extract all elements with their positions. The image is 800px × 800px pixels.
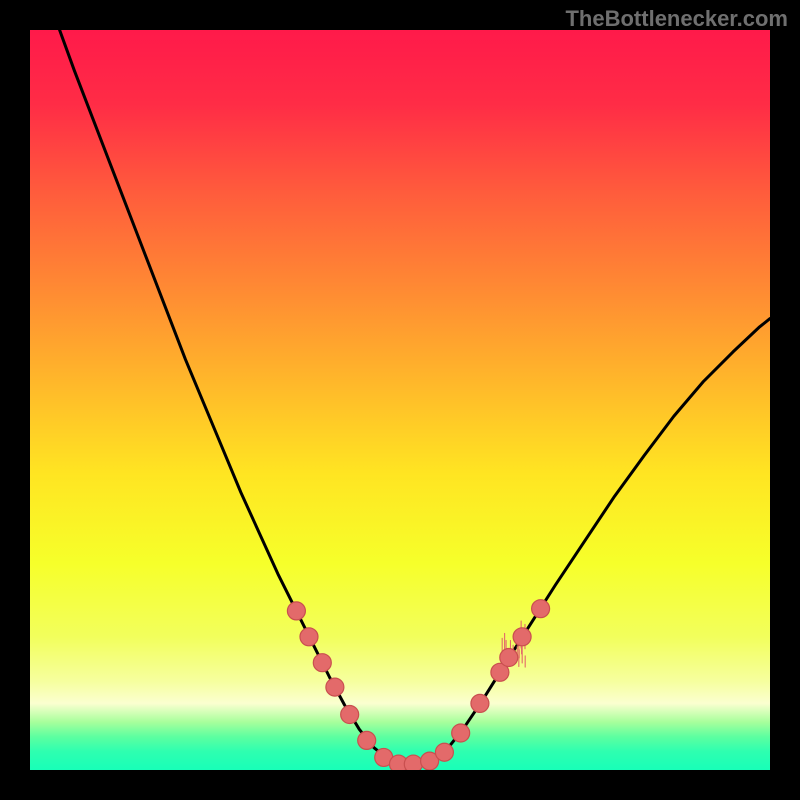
data-marker — [471, 694, 489, 712]
data-marker — [358, 731, 376, 749]
chart-svg — [30, 30, 770, 770]
watermark-text: TheBottlenecker.com — [565, 6, 788, 32]
data-marker — [452, 724, 470, 742]
data-marker — [326, 678, 344, 696]
data-marker — [341, 706, 359, 724]
data-marker — [287, 602, 305, 620]
plot-area — [30, 30, 770, 770]
data-marker — [532, 600, 550, 618]
data-marker — [500, 649, 518, 667]
data-marker — [435, 743, 453, 761]
data-marker — [404, 755, 422, 770]
data-marker — [513, 628, 531, 646]
data-marker — [300, 628, 318, 646]
data-marker — [313, 654, 331, 672]
gradient-background — [30, 30, 770, 770]
chart-frame: TheBottlenecker.com — [0, 0, 800, 800]
